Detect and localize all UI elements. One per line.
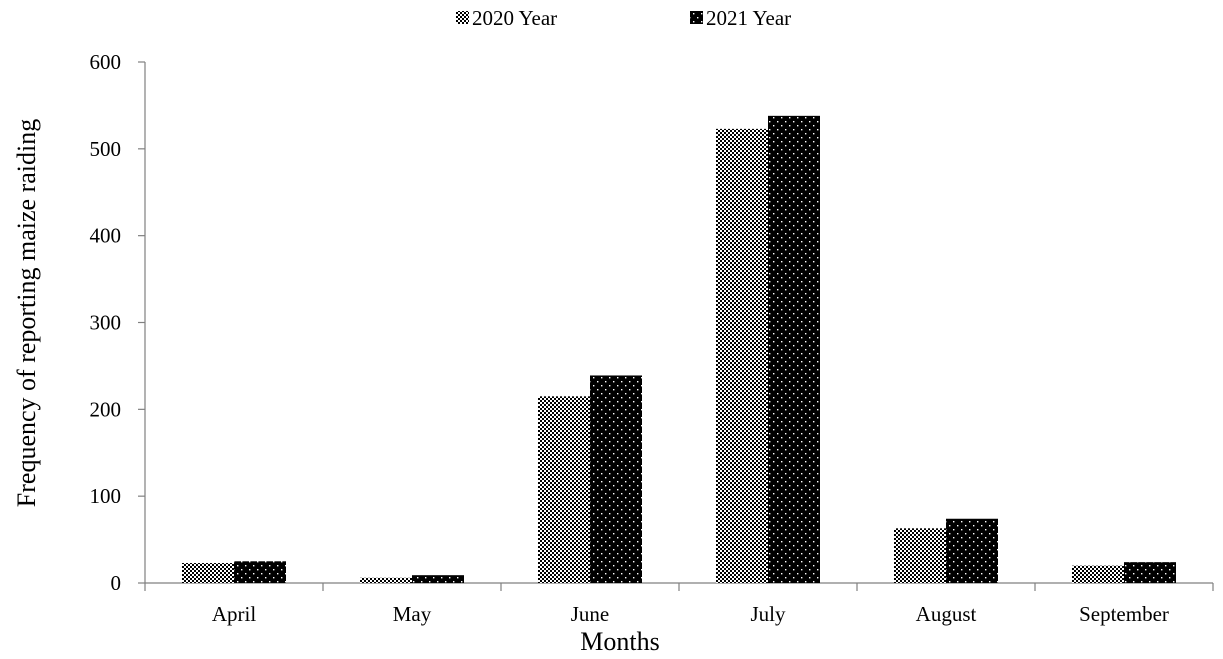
legend-swatch-2020 bbox=[456, 11, 469, 24]
bar-2020-year-august bbox=[894, 528, 946, 583]
bar-2020-year-april bbox=[182, 563, 234, 583]
y-tick-label: 0 bbox=[111, 571, 122, 595]
bar-2021-year-may bbox=[412, 575, 464, 583]
x-tick-label: April bbox=[212, 602, 256, 626]
legend-label-2021: 2021 Year bbox=[706, 6, 791, 30]
x-axis-title: Months bbox=[580, 627, 659, 656]
x-axis: April May June July August September bbox=[144, 582, 1214, 626]
x-tick-label: July bbox=[750, 602, 786, 626]
x-tick-label: September bbox=[1079, 602, 1169, 626]
y-tick-label: 500 bbox=[90, 137, 122, 161]
y-tick-label: 300 bbox=[90, 311, 122, 335]
bar-2020-year-may bbox=[360, 577, 412, 583]
bar-2020-year-july bbox=[716, 128, 768, 583]
legend-swatch-2021 bbox=[690, 11, 703, 24]
bar-2021-year-june bbox=[590, 375, 642, 583]
bar-2021-year-august bbox=[946, 518, 998, 583]
y-tick-label: 200 bbox=[90, 397, 122, 421]
y-axis: 0 100 200 300 400 500 600 bbox=[90, 50, 146, 595]
bar-2020-year-june bbox=[538, 396, 590, 583]
y-tick-label: 600 bbox=[90, 50, 122, 74]
legend-label-2020: 2020 Year bbox=[472, 6, 557, 30]
y-tick-label: 100 bbox=[90, 484, 122, 508]
y-axis-title: Frequency of reporting maize raiding bbox=[12, 119, 41, 507]
bars bbox=[182, 115, 1176, 583]
bar-2020-year-september bbox=[1072, 565, 1124, 583]
bar-2021-year-july bbox=[768, 115, 820, 583]
bar-2021-year-september bbox=[1124, 562, 1176, 583]
x-tick-label: June bbox=[571, 602, 610, 626]
y-tick-label: 400 bbox=[90, 224, 122, 248]
legend: 2020 Year 2021 Year bbox=[456, 6, 791, 30]
x-tick-label: August bbox=[916, 602, 977, 626]
bar-2021-year-april bbox=[234, 561, 286, 583]
x-tick-label: May bbox=[393, 602, 432, 626]
